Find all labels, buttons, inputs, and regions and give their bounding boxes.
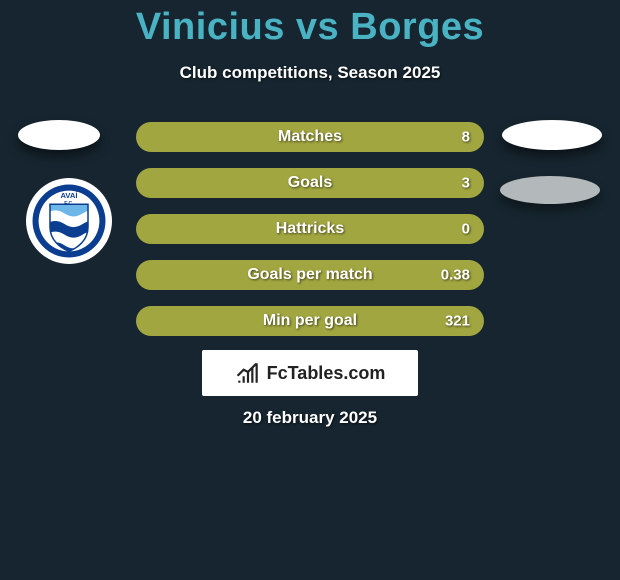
stat-bar-goals: Goals 3 [136, 168, 484, 198]
title-player2: Borges [350, 6, 484, 48]
footer-date: 20 february 2025 [0, 408, 620, 428]
stat-bar-matches: Matches 8 [136, 122, 484, 152]
page-title: Vinicius vs Borges [0, 0, 620, 49]
stat-bar-mpg: Min per goal 321 [136, 306, 484, 336]
brand-label: FcTables.com [267, 363, 386, 384]
logo-text-top: AVAÍ [60, 191, 78, 200]
chart-icon [235, 360, 261, 386]
avatar-player1 [18, 120, 100, 150]
avatar-club-player2 [500, 176, 600, 204]
stats-container: Matches 8 Goals 3 Hattricks 0 Goals per … [136, 122, 484, 352]
avai-logo-icon: AVAÍ F.C. [31, 183, 107, 259]
title-vs: vs [285, 6, 350, 48]
stat-value: 321 [445, 313, 470, 330]
avatar-player2 [502, 120, 602, 150]
stat-bar-hattricks: Hattricks 0 [136, 214, 484, 244]
stat-label: Matches [278, 128, 342, 146]
stat-value: 0.38 [441, 267, 470, 284]
stat-value: 8 [462, 129, 470, 146]
stat-label: Min per goal [263, 312, 357, 330]
stat-label: Hattricks [276, 220, 344, 238]
stat-label: Goals per match [247, 266, 372, 284]
stat-label: Goals [288, 174, 332, 192]
title-player1: Vinicius [136, 6, 285, 48]
stat-bar-gpm: Goals per match 0.38 [136, 260, 484, 290]
stat-value: 3 [462, 175, 470, 192]
brand-badge[interactable]: FcTables.com [202, 350, 418, 396]
subtitle: Club competitions, Season 2025 [0, 63, 620, 83]
club-logo-player1: AVAÍ F.C. [26, 178, 112, 264]
stat-value: 0 [462, 221, 470, 238]
logo-text-bottom: F.C. [64, 201, 74, 207]
